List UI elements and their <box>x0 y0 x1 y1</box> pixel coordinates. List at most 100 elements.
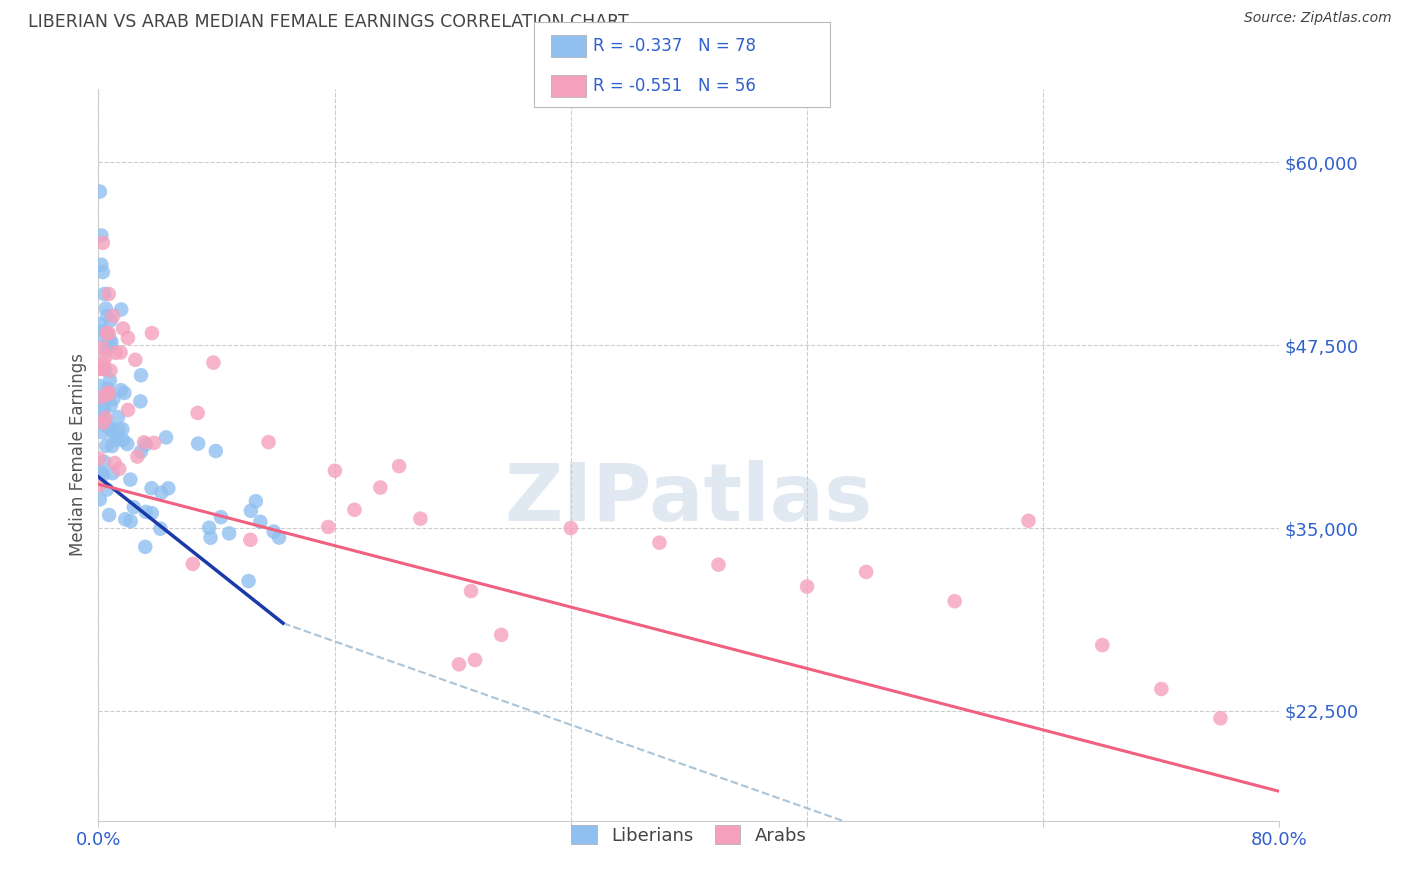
Point <box>93 287 115 301</box>
Point <box>104 456 127 470</box>
Point <box>98 332 121 346</box>
Point <box>98 420 121 434</box>
Point <box>90 466 112 480</box>
Point <box>93 356 115 370</box>
Point <box>491 628 513 642</box>
Point <box>187 436 209 450</box>
Point <box>97 382 120 396</box>
Point <box>122 500 145 515</box>
Point <box>1018 514 1040 528</box>
Point <box>648 535 671 549</box>
Point <box>323 464 346 478</box>
Point <box>388 459 411 474</box>
Point <box>100 422 122 436</box>
Point <box>97 391 120 405</box>
Point <box>135 505 157 519</box>
Point <box>111 433 134 447</box>
Point <box>91 467 114 482</box>
Point <box>218 526 240 541</box>
Point <box>91 329 114 343</box>
Point <box>100 363 122 377</box>
Point <box>150 485 173 500</box>
Text: Source: ZipAtlas.com: Source: ZipAtlas.com <box>1244 11 1392 25</box>
Point <box>943 594 966 608</box>
Point <box>257 435 280 450</box>
Point <box>112 386 135 401</box>
Point <box>129 394 152 409</box>
Point <box>464 653 486 667</box>
Point <box>89 492 111 507</box>
Point <box>91 416 114 430</box>
Point <box>90 228 112 243</box>
Point <box>100 398 122 412</box>
Point <box>249 515 271 529</box>
Text: LIBERIAN VS ARAB MEDIAN FEMALE EARNINGS CORRELATION CHART: LIBERIAN VS ARAB MEDIAN FEMALE EARNINGS … <box>28 13 628 31</box>
Point <box>129 444 152 458</box>
Point <box>97 287 120 301</box>
Point <box>96 343 118 357</box>
Point <box>267 531 290 545</box>
Point <box>132 435 155 450</box>
Point <box>343 502 366 516</box>
Point <box>409 511 432 525</box>
Point <box>89 451 111 466</box>
Point <box>107 410 129 425</box>
Point <box>94 350 117 364</box>
Point <box>124 352 146 367</box>
Point <box>1091 638 1114 652</box>
Point <box>239 504 262 518</box>
Point <box>100 313 122 327</box>
Point <box>245 494 267 508</box>
Point <box>120 473 142 487</box>
Point <box>202 356 225 370</box>
Point <box>181 557 204 571</box>
Point <box>89 392 111 407</box>
Point <box>93 324 115 338</box>
Text: R = -0.337   N = 78: R = -0.337 N = 78 <box>593 37 756 55</box>
Point <box>316 520 339 534</box>
Point <box>120 514 142 528</box>
Point <box>89 361 111 376</box>
Point <box>1209 711 1232 725</box>
Point <box>117 331 139 345</box>
Point <box>97 385 120 400</box>
Point <box>460 584 482 599</box>
Point <box>89 185 111 199</box>
Text: ZIPatlas: ZIPatlas <box>505 459 873 538</box>
Point <box>93 455 115 469</box>
Point <box>91 362 114 376</box>
Point <box>100 335 122 350</box>
Point <box>90 361 112 376</box>
Point <box>101 439 124 453</box>
Point <box>238 574 260 588</box>
Point <box>93 402 115 417</box>
Point <box>141 326 163 340</box>
Point <box>114 512 136 526</box>
Point <box>112 321 135 335</box>
Point <box>198 521 221 535</box>
Point <box>117 437 139 451</box>
Point <box>110 302 132 317</box>
Point <box>96 483 118 497</box>
Point <box>96 326 118 340</box>
Point <box>141 481 163 495</box>
Point <box>117 403 139 417</box>
Text: R = -0.551   N = 56: R = -0.551 N = 56 <box>593 77 756 95</box>
Point <box>94 362 117 376</box>
Point <box>447 657 470 672</box>
Point <box>707 558 730 572</box>
Point <box>103 392 125 406</box>
Point <box>855 565 877 579</box>
Point <box>157 481 180 495</box>
Point <box>93 412 115 426</box>
Point <box>89 379 111 393</box>
Point <box>370 481 392 495</box>
Point <box>94 301 117 316</box>
Point <box>107 423 129 437</box>
Point <box>97 387 120 401</box>
Point <box>97 326 120 341</box>
Point <box>110 383 132 397</box>
Point <box>155 430 177 444</box>
Point <box>111 422 134 436</box>
Point <box>134 540 156 554</box>
